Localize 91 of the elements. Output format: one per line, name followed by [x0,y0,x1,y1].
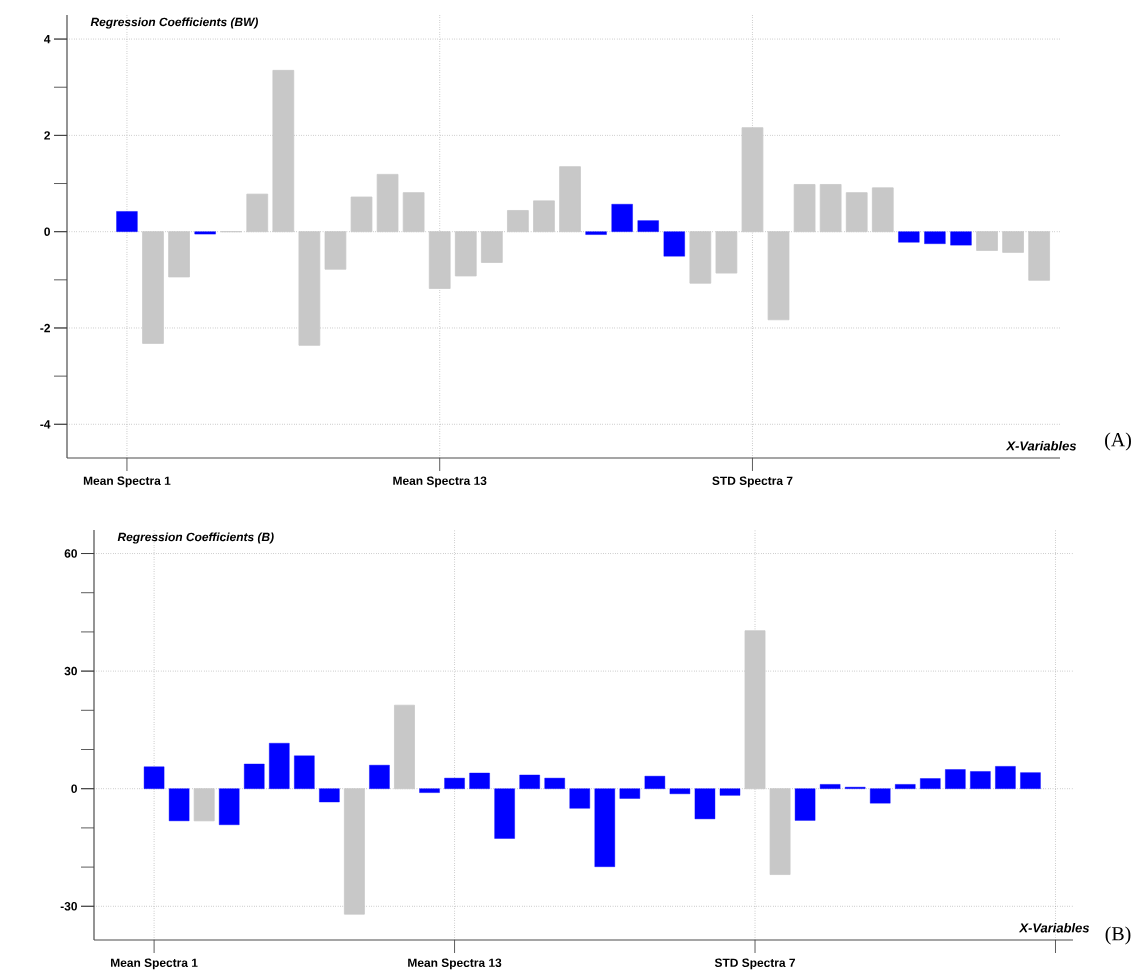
bar [481,231,503,263]
bar [1028,231,1050,281]
bar [895,784,916,789]
bar [976,231,998,251]
bar [669,788,691,794]
bar [945,769,966,789]
y-tick-label: 0 [71,784,77,793]
bar [454,231,477,277]
y-tick-label: -4 [40,420,51,429]
x-tick-label: Mean Spectra 13 [393,476,487,488]
x-axis-title: X-Variables [1018,922,1090,933]
bar [970,771,991,789]
x-tick-label: STD Spectra 7 [714,958,796,970]
chart-title: Regression Coefficients (BW) [90,17,258,29]
bar [950,231,972,246]
bar [168,231,190,278]
bar [569,788,590,809]
bar [920,778,941,789]
bar [637,220,659,232]
bar [819,184,842,233]
bar [142,231,164,344]
bar [544,777,565,789]
text: (A) [1105,432,1131,451]
bar [767,231,790,321]
bar [794,788,816,821]
bar [194,231,216,235]
bar [319,788,340,803]
bar [428,231,451,289]
bar [845,192,868,233]
bar [272,69,295,233]
bar [898,231,920,243]
bar [402,192,425,233]
bar [744,630,766,790]
bar [494,788,515,839]
bar [644,775,666,789]
bar [419,788,440,793]
bar [507,210,529,233]
bar [246,193,269,233]
bar [594,788,615,867]
bar [819,784,841,789]
y-tick-label: 0 [44,227,50,236]
bar [611,204,633,232]
x-tick-label: Mean Spectra 1 [83,476,171,488]
y-tick-label: 60 [64,549,77,558]
bar [533,200,555,233]
bar [689,231,712,284]
bar [769,788,791,875]
y-tick-label: 30 [64,666,77,676]
bar [663,231,685,257]
y-tick-label: -2 [40,323,50,333]
bar [298,231,321,346]
y-tick-label: 4 [44,34,51,44]
bar [519,774,540,789]
bar [324,231,347,270]
bar [168,788,190,822]
bar [870,788,891,804]
bar [193,788,215,822]
y-tick-label: 2 [44,131,50,140]
y-tick-label: -30 [60,902,77,911]
bar [444,777,465,789]
bar [924,231,946,244]
bar [719,788,741,796]
x-axis-title: X-Variables [1005,440,1077,451]
bar [219,788,240,825]
bar [871,187,894,233]
bar [143,766,165,789]
bar [244,763,265,789]
bar [793,184,816,233]
bar [294,755,315,789]
bar [1002,231,1024,253]
bar [376,173,399,233]
bar [1020,772,1041,789]
bar [995,766,1016,789]
bar [715,231,738,274]
x-tick-label: Mean Spectra 13 [408,958,502,970]
text: (B) [1105,926,1131,945]
bar [343,788,365,915]
bar [741,127,764,233]
bar [585,231,607,235]
x-tick-label: Mean Spectra 1 [111,958,198,970]
bar [369,764,390,789]
x-tick-label: STD Spectra 7 [712,476,793,488]
bar [350,196,373,233]
bar [619,788,641,799]
chart-title: Regression Coefficients (B) [117,532,274,544]
bar [469,772,490,789]
bar [694,788,716,820]
bar [269,743,290,789]
bar [559,166,581,233]
bar [116,211,138,232]
bar [394,704,415,790]
